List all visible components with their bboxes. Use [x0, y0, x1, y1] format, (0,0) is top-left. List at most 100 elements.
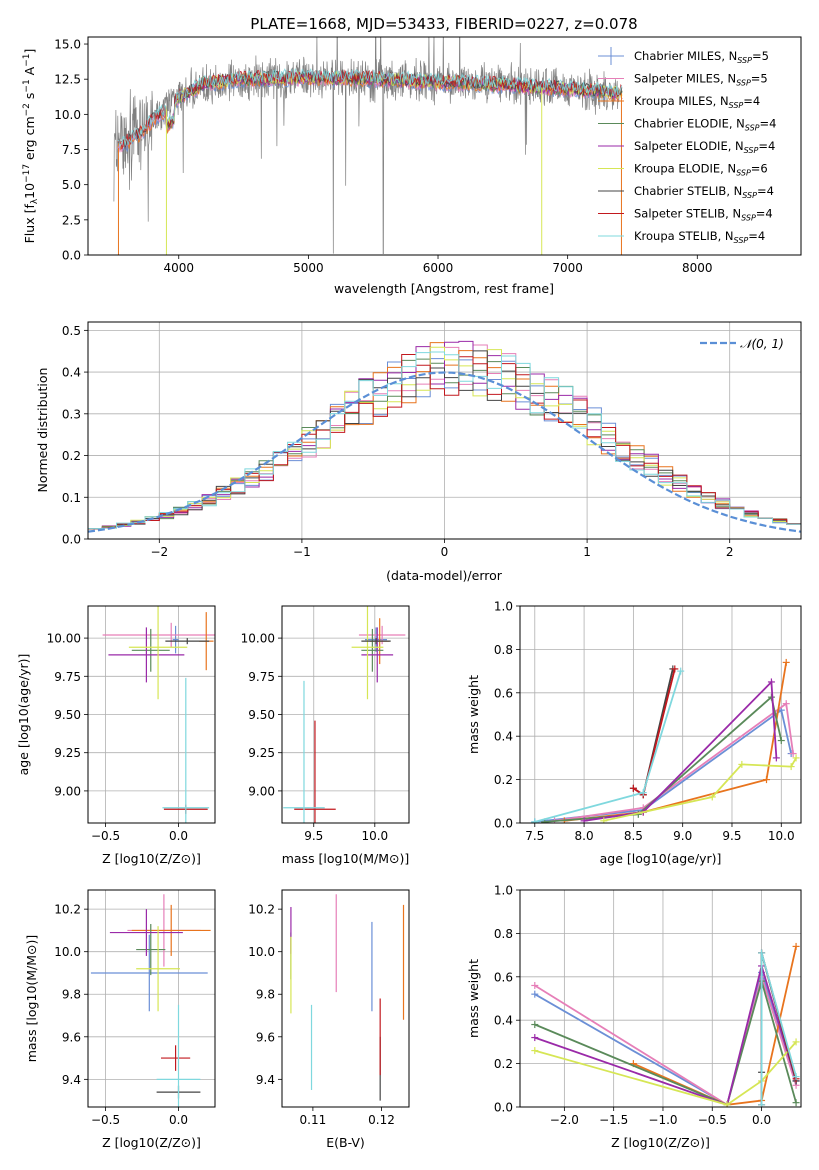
x-tick-label: 7.5: [525, 829, 544, 843]
model-spectrum-line: [117, 67, 623, 147]
x-tick-label: −0.5: [91, 1113, 120, 1127]
model-spectrum-line: [117, 69, 623, 150]
x-axis-label: Z [log10(Z/Z⊙)]: [102, 1135, 201, 1150]
y-tick-label: 0.4: [62, 366, 81, 380]
spectrum-x-label: wavelength [Angstrom, rest frame]: [334, 281, 554, 296]
mass-vs-metallicity-panel: −0.5 0.0 9.4 9.6 9.8 10.0 10.2 Z [log10(Z/Z⊙)] m…: [24, 889, 216, 1150]
y-tick-label: 0.0: [62, 533, 81, 547]
ticks: −2.0 −1.5 −1.0 −0.5 0.0 0.0 0.2 0.4 0.6 0.8 1.0: [494, 884, 771, 1128]
weight-line: [554, 701, 794, 822]
x-tick-label: 0.0: [169, 1113, 188, 1127]
y-tick-label: 10.0: [248, 945, 275, 959]
plot-frame: [281, 605, 410, 824]
y-tick-label: 10.0: [54, 108, 81, 122]
figure-title: PLATE=1668, MJD=53433, FIBERID=0227, z=0…: [250, 15, 637, 33]
x-tick-label: 0.0: [752, 1113, 771, 1127]
y-tick-label: 10.2: [54, 903, 81, 917]
x-axis-label: age [log10(age/yr)]: [600, 851, 722, 866]
y-tick-label: 0.5: [62, 324, 81, 338]
weight-line: [534, 962, 797, 1106]
legend-label: Kroupa STELIB, NSSP=4: [634, 229, 765, 245]
x-tick-label: 0.11: [300, 1113, 327, 1127]
x-tick-label: 9.5: [722, 829, 741, 843]
weight-lines: [531, 942, 800, 1107]
residuals-x-label: (data-model)/error: [386, 568, 503, 583]
errorbars: [290, 894, 405, 1101]
model-spectrum-line: [117, 69, 623, 150]
y-tick-label: 9.50: [248, 708, 275, 722]
y-tick-label: 5.0: [62, 178, 81, 192]
y-tick-label: 9.6: [256, 1030, 275, 1044]
x-tick-label: 8.0: [575, 829, 594, 843]
legend-label: Chabrier MILES, NSSP=5: [634, 49, 769, 65]
y-tick-label: 9.00: [248, 784, 275, 798]
y-tick-label: 0.2: [494, 773, 513, 787]
plot-frame: [519, 605, 802, 824]
spectrum-panel: 4000 5000 6000 7000 8000 0.0 2.5 5.0 7.5 10.0 12.5…: [22, 36, 802, 296]
x-tick-label: 10.0: [768, 829, 795, 843]
y-tick-label: 0.0: [494, 817, 513, 831]
plot-frame: [87, 321, 802, 540]
y-tick-label: 0.2: [494, 1057, 513, 1071]
x-tick-label: −2.0: [550, 1113, 579, 1127]
weight-line: [534, 1041, 797, 1106]
x-tick-label: 10.0: [361, 829, 388, 843]
y-axis-label: age [log10(age/yr)]: [16, 654, 31, 776]
weight-line: [534, 977, 797, 1107]
x-tick-label: 4000: [163, 261, 194, 275]
y-tick-label: 0.3: [62, 407, 81, 421]
y-tick-label: 9.8: [256, 988, 275, 1002]
y-tick-label: 0.0: [494, 1101, 513, 1115]
x-tick-label: 9.5: [304, 829, 323, 843]
y-tick-label: 1.0: [494, 884, 513, 898]
x-tick-label: 8.5: [624, 829, 643, 843]
legend-label: Chabrier ELODIE, NSSP=4: [634, 117, 776, 133]
residual-histogram: [88, 340, 801, 530]
x-tick-label: −0.5: [91, 829, 120, 843]
histograms: [88, 340, 801, 533]
y-tick-label: 0.2: [62, 449, 81, 463]
x-tick-label: 1: [583, 545, 591, 559]
ticks: −0.5 0.0 9.4 9.6 9.8 10.0 10.2: [54, 903, 188, 1127]
errorbars: [283, 606, 406, 823]
x-tick-label: 2: [726, 545, 734, 559]
x-axis-label: mass [log10(M/M⊙)]: [282, 851, 410, 866]
x-axis-label: E(B-V): [326, 1135, 365, 1150]
y-tick-label: 9.25: [54, 746, 81, 760]
plot-frame: [519, 889, 802, 1108]
y-tick-label: 12.5: [54, 73, 81, 87]
plot-frame: [281, 889, 410, 1108]
weight-line: [583, 679, 778, 822]
y-tick-label: 9.25: [248, 746, 275, 760]
spectrum-legend: Chabrier MILES, NSSP=5 Salpeter MILES, NS…: [598, 47, 776, 245]
ticks: −0.5 0.0 9.00 9.25 9.50 9.75 10.00: [47, 632, 188, 843]
y-tick-label: 1.0: [494, 600, 513, 614]
x-tick-label: −1: [293, 545, 311, 559]
spectrum-y-label: Flux [fλ10−17 erg cm−2 s−1 A−1]: [22, 49, 40, 244]
y-tick-label: 9.8: [62, 988, 81, 1002]
ticks: 0.11 0.12 9.4 9.6 9.8 10.0 10.2: [248, 903, 395, 1127]
residual-histogram: [88, 351, 801, 530]
ticks: 7.5 8.0 8.5 9.0 9.5 10.0 0.0 0.2 0.4 0.6 0.8 1.0: [494, 600, 795, 844]
ticks: 4000 5000 6000 7000 8000 0.0 2.5 5.0 7.5 10.0 12.5…: [54, 38, 712, 275]
y-tick-label: 0.8: [494, 643, 513, 657]
ticks: 9.5 10.0 9.00 9.25 9.50 9.75 10.00: [241, 632, 389, 843]
age-vs-metallicity-panel: −0.5 0.0 9.00 9.25 9.50 9.75 10.00 Z [log10(Z/Z…: [16, 605, 216, 866]
x-tick-label: 5000: [293, 261, 324, 275]
y-axis-label: mass [log10(M/M⊙)]: [24, 935, 39, 1063]
legend-label: Salpeter MILES, NSSP=5: [634, 72, 768, 88]
legend-label: Kroupa ELODIE, NSSP=6: [634, 162, 768, 178]
y-tick-label: 9.00: [54, 784, 81, 798]
y-tick-label: 0.6: [494, 686, 513, 700]
y-tick-label: 7.5: [62, 143, 81, 157]
residuals-panel: −2 −1 0 1 2 0.0 0.1 0.2 0.3 0.4 0.5 𝒩(0, 1) (data-m…: [35, 321, 802, 583]
legend-label: Kroupa MILES, NSSP=4: [634, 94, 760, 110]
weight-vs-age-panel: 7.5 8.0 8.5 9.0 9.5 10.0 0.0 0.2 0.4 0.6 0.8 1.0 age…: [466, 600, 802, 866]
x-tick-label: 0: [441, 545, 449, 559]
errorbars: [90, 894, 211, 1107]
x-tick-label: 0.12: [368, 1113, 395, 1127]
mass-vs-ebv-panel: 0.11 0.12 9.4 9.6 9.8 10.0 10.2 E(B-V): [248, 889, 410, 1150]
residuals-y-label: Normed distribution: [35, 368, 50, 493]
residual-histogram: [88, 354, 801, 530]
x-tick-label: −1.0: [648, 1113, 677, 1127]
